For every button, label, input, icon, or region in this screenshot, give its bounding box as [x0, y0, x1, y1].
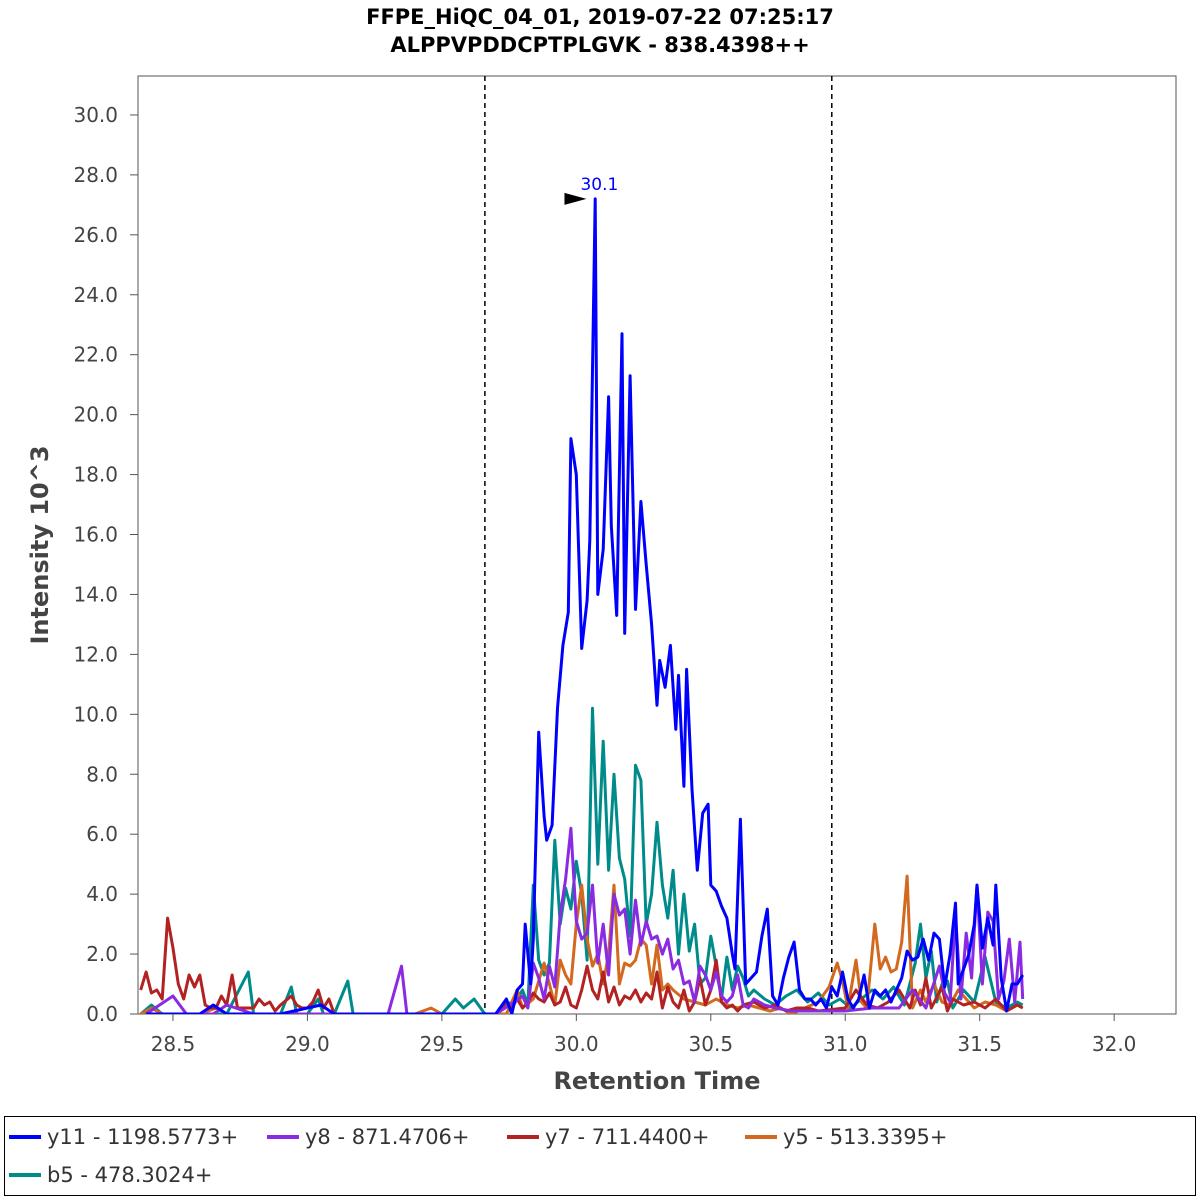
y-tick-label: 14.0 [73, 582, 118, 606]
series-line-y11 [146, 197, 1024, 1014]
y-tick-label: 4.0 [86, 882, 118, 906]
x-tick-label: 30.0 [554, 1032, 599, 1056]
x-tick-label: 29.5 [420, 1032, 465, 1056]
chart-title-line1: FFPE_HiQC_04_01, 2019-07-22 07:25:17 [366, 5, 834, 29]
y-tick-label: 10.0 [73, 702, 118, 726]
series-line-y7 [139, 916, 1024, 1014]
y-tick-label: 28.0 [73, 163, 118, 187]
y-tick-label: 12.0 [73, 642, 118, 666]
legend-item-y7: y7 - 711.4400+ [507, 1119, 710, 1155]
x-tick-label: 28.5 [151, 1032, 196, 1056]
legend-item-y8: y8 - 871.4706+ [267, 1119, 470, 1155]
y-tick-label: 24.0 [73, 283, 118, 307]
y-tick-label: 16.0 [73, 523, 118, 547]
y-tick-label: 18.0 [73, 463, 118, 487]
legend-label: y8 - 871.4706+ [305, 1125, 470, 1149]
legend-item-y11: y11 - 1198.5773+ [9, 1119, 238, 1155]
y-tick-label: 6.0 [86, 822, 118, 846]
legend-label: y11 - 1198.5773+ [47, 1125, 239, 1149]
legend-swatch [507, 1135, 539, 1139]
legend-item-y5: y5 - 513.3395+ [745, 1119, 948, 1155]
legend-label: b5 - 478.3024+ [47, 1163, 213, 1187]
legend-label: y5 - 513.3395+ [783, 1125, 948, 1149]
y-tick-label: 8.0 [86, 762, 118, 786]
x-tick-label: 32.0 [1092, 1032, 1137, 1056]
x-tick-label: 31.5 [957, 1032, 1002, 1056]
x-tick-label: 31.0 [823, 1032, 868, 1056]
y-tick-label: 22.0 [73, 343, 118, 367]
legend-swatch [9, 1135, 41, 1139]
legend-item-b5: b5 - 478.3024+ [9, 1157, 212, 1193]
peak-arrow-icon [564, 192, 587, 205]
x-tick-label: 29.0 [285, 1032, 330, 1056]
y-tick-label: 20.0 [73, 403, 118, 427]
legend-swatch [9, 1173, 41, 1177]
y-tick-label: 2.0 [86, 942, 118, 966]
legend-swatch [745, 1135, 777, 1139]
chart-legend: y11 - 1198.5773+ y8 - 871.4706+ y7 - 711.4… [4, 1116, 1196, 1196]
x-axis-title: Retention Time [553, 1067, 760, 1095]
y-tick-label: 30.0 [73, 103, 118, 127]
chromatogram-chart: FFPE_HiQC_04_01, 2019-07-22 07:25:17 ALP… [26, 5, 1177, 1095]
series-line-b5 [139, 706, 1024, 1014]
chart-title-line2: ALPPVPDDCPTPLGVK - 838.4398++ [390, 33, 809, 57]
plot-area [137, 75, 1177, 1015]
legend-label: y7 - 711.4400+ [545, 1125, 710, 1149]
series-line-y5 [139, 874, 1024, 1014]
y-axis-title: Intensity 10^3 [26, 445, 54, 644]
y-tick-label: 26.0 [73, 223, 118, 247]
legend-swatch [267, 1135, 299, 1139]
peak-label: 30.1 [580, 175, 618, 195]
x-tick-label: 30.5 [689, 1032, 734, 1056]
y-tick-label: 0.0 [86, 1002, 118, 1026]
